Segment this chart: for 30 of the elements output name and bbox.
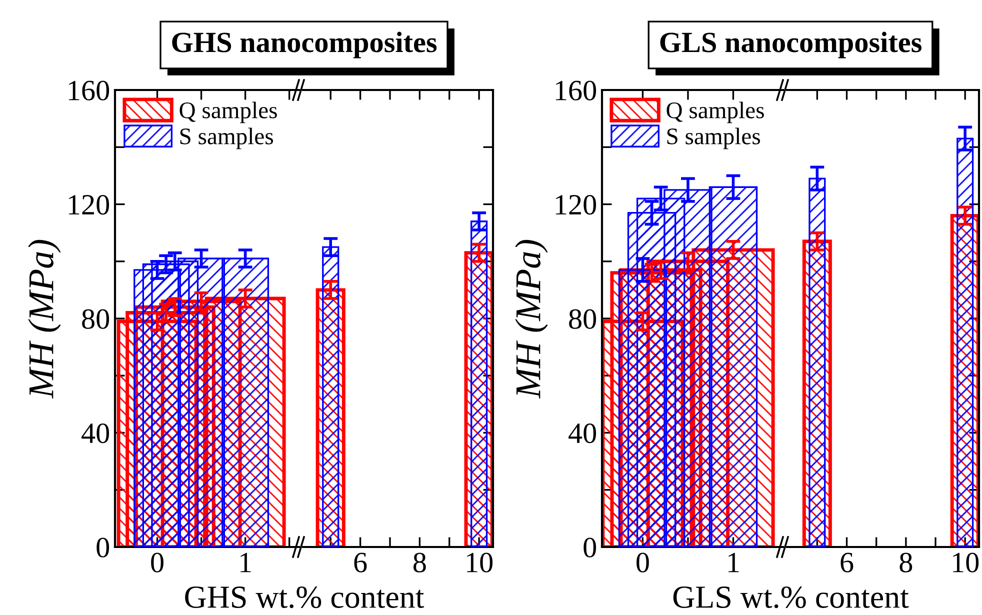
y-tick-label: 40 [82,423,110,444]
y-axis-title: MH (MPa) [28,240,61,399]
x-tick-label: 10 [467,552,493,572]
chart-title: GLS nanocomposites [660,32,922,58]
x-tick-label: 10 [953,552,979,572]
y-tick-label: 160 [68,80,110,100]
x-tick-label: 8 [413,552,426,572]
x-tick-label: 1 [240,552,251,572]
y-axis-title: MH (MPa) [515,240,548,399]
x-tick-label: 8 [900,552,912,572]
x-axis-title: GHS wt.% content [185,586,424,608]
legend-label: Q samples [666,102,764,124]
y-tick-label: 160 [556,80,596,100]
x-axis-title: GLS wt.% content [673,586,909,608]
x-tick-label: 6 [840,552,854,572]
legend-label: S samples [180,128,273,150]
y-tick-label: 120 [556,194,596,215]
legend-label: S samples [667,128,760,150]
chart-title: GHS nanocomposites [172,32,437,58]
y-tick-label: 40 [568,423,596,444]
y-tick-label: 80 [82,309,110,329]
x-tick-label: 0 [151,552,164,572]
x-tick-label: 0 [636,552,649,572]
y-tick-label: 0 [584,538,596,558]
legend-label: Q samples [180,102,277,124]
x-tick-label: 6 [354,552,367,572]
y-tick-label: 120 [68,194,110,215]
y-tick-label: 80 [569,309,596,329]
y-tick-label: 0 [96,538,110,558]
x-tick-label: 1 [728,552,739,572]
